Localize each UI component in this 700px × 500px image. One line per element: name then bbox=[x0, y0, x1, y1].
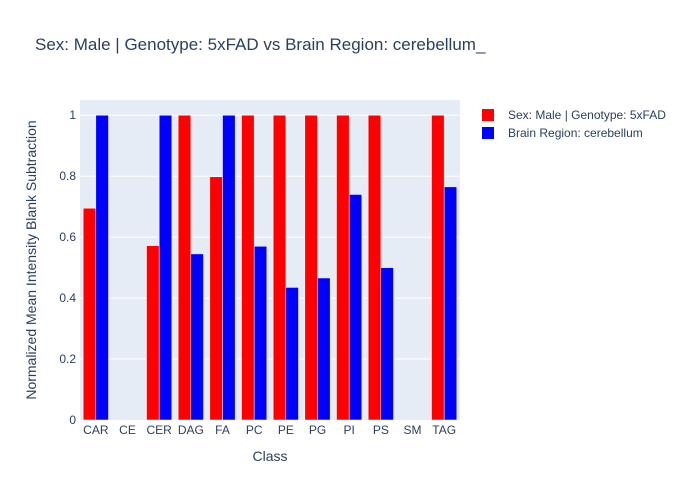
bar-pi-series-1 bbox=[336, 114, 350, 421]
y-tick-label: 0 bbox=[69, 413, 76, 427]
legend-swatch bbox=[482, 127, 494, 139]
bar-pc-series-1 bbox=[241, 114, 255, 421]
bar-cer-series-2 bbox=[158, 114, 173, 421]
x-tick-label: FA bbox=[215, 423, 230, 437]
bar-dag-series-1 bbox=[177, 114, 192, 421]
x-tick-label: SM bbox=[404, 423, 422, 437]
gridlines bbox=[80, 114, 460, 360]
y-tick-label: 0.2 bbox=[59, 352, 76, 366]
bars bbox=[82, 114, 458, 421]
x-tick-label: PI bbox=[343, 423, 354, 437]
bar-ps-series-2 bbox=[380, 267, 394, 421]
bar-pc-series-2 bbox=[253, 246, 268, 421]
bar-pg-series-1 bbox=[304, 114, 318, 421]
bar-pg-series-2 bbox=[317, 277, 331, 421]
bar-dag-series-2 bbox=[190, 253, 204, 421]
bar-fa-series-2 bbox=[222, 114, 236, 421]
x-tick-label: CER bbox=[146, 423, 172, 437]
bar-pi-series-2 bbox=[348, 194, 363, 421]
x-tick-labels: CAR CE CER DAG FA PC PE PG PI PS SM TAG bbox=[83, 423, 456, 437]
bar-cer-series-1 bbox=[146, 245, 160, 421]
bar-car-series-1 bbox=[82, 207, 97, 421]
bar-pe-series-1 bbox=[272, 114, 287, 421]
y-axis-title: Normalized Mean Intensity Blank Subtract… bbox=[23, 120, 39, 399]
legend: Sex: Male | Genotype: 5xFAD Brain Region:… bbox=[482, 108, 666, 140]
x-tick-label: PG bbox=[309, 423, 326, 437]
x-tick-label: PS bbox=[373, 423, 389, 437]
plot-area bbox=[80, 100, 460, 420]
bar-car-series-2 bbox=[95, 114, 109, 421]
bar-ps-series-1 bbox=[367, 114, 382, 421]
x-tick-label: CAR bbox=[83, 423, 109, 437]
chart-title: Sex: Male | Genotype: 5xFAD vs Brain Reg… bbox=[35, 35, 486, 54]
x-tick-label: CE bbox=[119, 423, 136, 437]
bar-fa-series-1 bbox=[209, 176, 223, 421]
bar-tag-series-1 bbox=[431, 114, 445, 421]
x-tick-label: DAG bbox=[178, 423, 204, 437]
y-tick-labels: 0 0.2 0.4 0.6 0.8 1 bbox=[59, 108, 76, 427]
x-tick-label: PE bbox=[278, 423, 294, 437]
x-axis-title: Class bbox=[252, 448, 287, 464]
legend-swatch bbox=[482, 109, 494, 121]
x-tick-label: TAG bbox=[432, 423, 456, 437]
y-tick-label: 0.4 bbox=[59, 291, 76, 305]
y-tick-label: 1 bbox=[69, 108, 76, 122]
bar-tag-series-2 bbox=[443, 186, 458, 421]
x-tick-label: PC bbox=[246, 423, 263, 437]
bar-pe-series-2 bbox=[285, 287, 299, 421]
legend-label: Sex: Male | Genotype: 5xFAD bbox=[508, 108, 666, 122]
y-tick-label: 0.6 bbox=[59, 230, 76, 244]
legend-label: Brain Region: cerebellum bbox=[508, 126, 643, 140]
y-tick-label: 0.8 bbox=[59, 169, 76, 183]
